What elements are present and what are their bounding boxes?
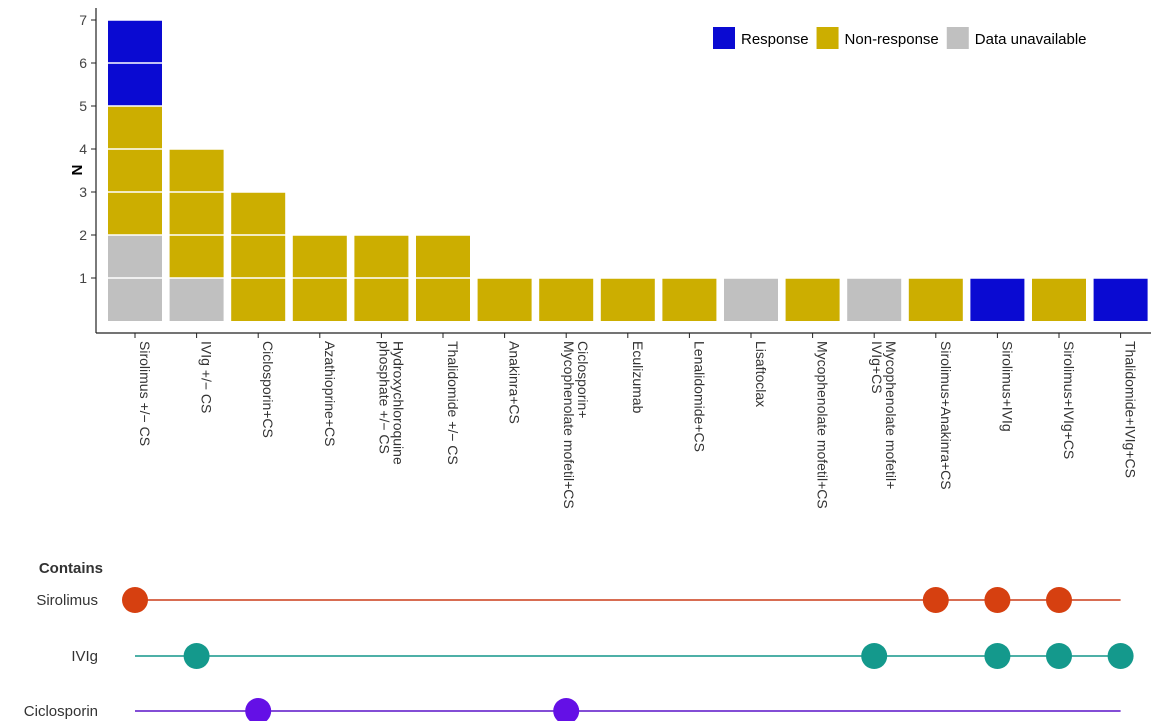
contains-dot bbox=[1046, 643, 1072, 669]
legend: Response Non-response Data unavailable bbox=[713, 27, 1087, 49]
category-label: Thalidomide+IVIg+CS bbox=[1123, 341, 1139, 478]
category-label: Sirolimus +/− CS bbox=[137, 341, 153, 446]
bar-segment bbox=[169, 278, 224, 321]
y-tick-label: 2 bbox=[79, 227, 87, 243]
y-tick-label: 4 bbox=[79, 141, 87, 157]
legend-label: Data unavailable bbox=[975, 31, 1087, 48]
bars-layer bbox=[96, 19, 1151, 321]
y-tick-label: 1 bbox=[79, 270, 87, 286]
category-label: Thalidomide +/− CS bbox=[445, 341, 461, 465]
contains-row-label: Sirolimus bbox=[36, 592, 98, 609]
contains-dot bbox=[1046, 587, 1072, 613]
y-tick-label: 5 bbox=[79, 98, 87, 114]
category-label: Mycophenolate mofetil+ bbox=[883, 341, 899, 489]
bar-segment bbox=[662, 278, 717, 321]
legend-swatch bbox=[946, 27, 969, 49]
contains-panel: Contains Sirolimus IVIg Ciclosporin bbox=[24, 560, 1134, 721]
contains-dot bbox=[861, 643, 888, 669]
category-label: Lisaftoclax bbox=[753, 341, 769, 407]
category-label: phosphate +/− CS bbox=[376, 341, 392, 454]
bar-segment bbox=[908, 278, 963, 321]
category-label: Lenalidomide+CS bbox=[691, 341, 707, 452]
category-labels: Sirolimus +/− CS IVIg +/− CS Ciclosporin+C… bbox=[137, 341, 1139, 509]
category-label: Hydroxychloroquine bbox=[390, 341, 406, 465]
y-axis-title: N bbox=[68, 165, 85, 176]
category-label: Sirolimus+Anakinra+CS bbox=[938, 341, 954, 490]
contains-row-label: Ciclosporin bbox=[24, 703, 98, 720]
y-tick-label: 7 bbox=[79, 12, 87, 28]
category-label: Azathioprine+CS bbox=[322, 341, 338, 446]
bar-segment bbox=[970, 278, 1025, 321]
legend-label: Non-response bbox=[845, 31, 939, 48]
category-label: Ciclosporin+ bbox=[575, 341, 591, 418]
contains-dot bbox=[183, 643, 210, 669]
category-label: IVIg+CS bbox=[869, 341, 885, 394]
category-label: Ciclosporin+CS bbox=[260, 341, 276, 438]
bar-segment bbox=[539, 278, 594, 321]
contains-dot bbox=[984, 643, 1011, 669]
legend-swatch bbox=[713, 27, 735, 49]
contains-dot bbox=[922, 587, 949, 613]
bar-segment bbox=[847, 278, 902, 321]
category-label: Anakinra+CS bbox=[507, 341, 523, 424]
bar-segment bbox=[169, 149, 224, 278]
axes-layer: 1 2 3 4 5 6 7 N bbox=[68, 8, 1151, 338]
contains-dot bbox=[984, 587, 1011, 613]
y-tick-label: 3 bbox=[79, 184, 87, 200]
bar-segment bbox=[785, 278, 840, 321]
category-label: Mycophenolate mofetil+CS bbox=[561, 341, 577, 509]
category-label: Sirolimus+IVIg+CS bbox=[1061, 341, 1077, 459]
bar-segment bbox=[108, 106, 162, 235]
bar-segment bbox=[600, 278, 655, 321]
contains-row-label: IVIg bbox=[71, 648, 98, 665]
y-tick-label: 6 bbox=[79, 55, 87, 71]
legend-swatch bbox=[816, 27, 839, 49]
category-label: IVIg +/− CS bbox=[199, 341, 215, 413]
bar-segment bbox=[1093, 278, 1148, 321]
contains-dot bbox=[245, 698, 272, 721]
bar-segment bbox=[1032, 278, 1086, 321]
contains-dot bbox=[122, 587, 148, 613]
category-label: Eculizumab bbox=[630, 341, 646, 414]
bar-segment bbox=[477, 278, 532, 321]
contains-dot bbox=[1107, 643, 1134, 669]
contains-title: Contains bbox=[39, 560, 103, 577]
category-label: Mycophenolate mofetil+CS bbox=[815, 341, 831, 509]
legend-label: Response bbox=[741, 31, 809, 48]
bar-segment bbox=[724, 278, 778, 321]
category-label: Sirolimus+IVIg bbox=[999, 341, 1015, 432]
bar-segment bbox=[231, 192, 286, 321]
contains-dot bbox=[553, 698, 580, 721]
